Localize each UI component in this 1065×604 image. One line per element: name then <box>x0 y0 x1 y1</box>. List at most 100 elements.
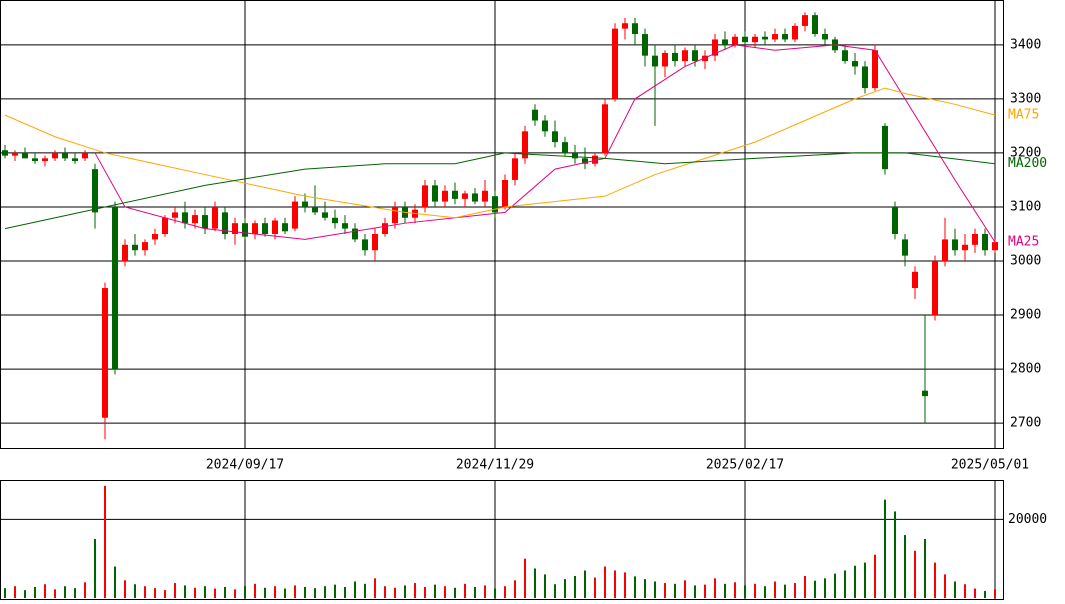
volume-bar <box>844 570 846 598</box>
candle-body <box>82 152 88 159</box>
candle-body <box>42 158 48 162</box>
volume-bar <box>174 583 176 598</box>
candle-body <box>852 61 858 67</box>
volume-bar <box>514 580 516 598</box>
volume-bar <box>214 588 216 598</box>
candle-body <box>182 212 188 224</box>
candle-body <box>662 52 668 67</box>
candle-body <box>612 28 618 99</box>
volume-bar <box>114 566 116 598</box>
volume-bar <box>94 539 96 598</box>
candle-body <box>692 50 698 62</box>
volume-bar <box>894 511 896 598</box>
candle-body <box>382 223 388 234</box>
candle-body <box>712 39 718 56</box>
ma-label: MA25 <box>1008 235 1039 250</box>
volume-bar <box>184 585 186 598</box>
volume-bar <box>374 578 376 598</box>
candle-body <box>292 201 298 229</box>
candle-body <box>542 120 548 132</box>
volume-bar <box>384 586 386 598</box>
candle-body <box>252 223 258 234</box>
candle-body <box>512 158 518 180</box>
volume-bar <box>634 576 636 598</box>
volume-bar <box>944 574 946 598</box>
candle-body <box>302 201 308 207</box>
volume-bar <box>934 562 936 598</box>
candle-body <box>822 34 828 40</box>
volume-bar <box>954 581 956 598</box>
candle-body <box>782 34 788 40</box>
candle-body <box>602 104 608 153</box>
candle-body <box>212 206 218 229</box>
candle-body <box>862 66 868 89</box>
volume-bar <box>774 581 776 598</box>
candle-body <box>892 206 898 234</box>
volume-bar <box>604 566 606 598</box>
volume-bar <box>864 562 866 598</box>
volume-bar <box>294 585 296 598</box>
candle-body <box>392 206 398 224</box>
volume-bar <box>524 558 526 598</box>
candle-body <box>652 55 658 67</box>
ma-label: MA75 <box>1008 108 1039 123</box>
candle-body <box>222 212 228 234</box>
moving-average-line <box>4 87 996 219</box>
x-tick-label: 2024/09/17 <box>206 458 284 473</box>
candle-body <box>2 150 8 156</box>
volume-bar <box>714 578 716 598</box>
candle-body <box>132 244 138 251</box>
volume-bar <box>854 565 856 598</box>
volume-bar <box>134 584 136 598</box>
candle-body <box>582 158 588 164</box>
volume-bar <box>874 554 876 598</box>
volume-bar <box>624 572 626 598</box>
candle-body <box>162 217 168 234</box>
volume-bar <box>44 584 46 598</box>
x-tick-label: 2024/11/29 <box>456 458 534 473</box>
y-tick-label: 2800 <box>1010 362 1041 377</box>
candle-body <box>882 125 888 170</box>
candle-body <box>422 185 428 207</box>
volume-bar <box>994 589 996 598</box>
candle-body <box>152 233 158 240</box>
candle-body <box>342 223 348 229</box>
candle-body <box>272 220 278 234</box>
volume-bar <box>464 583 466 598</box>
volume-bar <box>364 583 366 598</box>
candle-body <box>622 23 628 29</box>
volume-bar <box>344 586 346 598</box>
candle-body <box>732 36 738 45</box>
volume-bar <box>324 586 326 598</box>
candle-body <box>592 155 598 164</box>
volume-bar <box>984 590 986 598</box>
volume-panel <box>0 480 1004 600</box>
y-tick-label: 2700 <box>1010 416 1041 431</box>
volume-bar <box>304 586 306 598</box>
candle-body <box>52 152 58 159</box>
volume-bar <box>614 570 616 598</box>
volume-bar <box>24 590 26 598</box>
volume-bar <box>674 583 676 598</box>
volume-bar <box>794 583 796 598</box>
candle-body <box>742 36 748 43</box>
candle-body <box>32 158 38 162</box>
volume-bar <box>824 578 826 598</box>
volume-bar <box>234 589 236 598</box>
volume-bar <box>224 586 226 598</box>
x-tick-label: 2025/05/01 <box>951 458 1029 473</box>
candle-body <box>962 244 968 251</box>
candle-body <box>62 152 68 159</box>
volume-bar <box>394 587 396 598</box>
candle-body <box>142 242 148 251</box>
ma-label: MA200 <box>1008 156 1047 171</box>
volume-bar <box>834 573 836 598</box>
candle-body <box>872 50 878 89</box>
volume-bar <box>764 586 766 598</box>
volume-bar <box>14 586 16 598</box>
candle-body <box>922 390 928 397</box>
candle-body <box>752 36 758 43</box>
volume-bar <box>84 582 86 598</box>
candle-body <box>812 15 818 35</box>
volume-bar <box>974 588 976 598</box>
